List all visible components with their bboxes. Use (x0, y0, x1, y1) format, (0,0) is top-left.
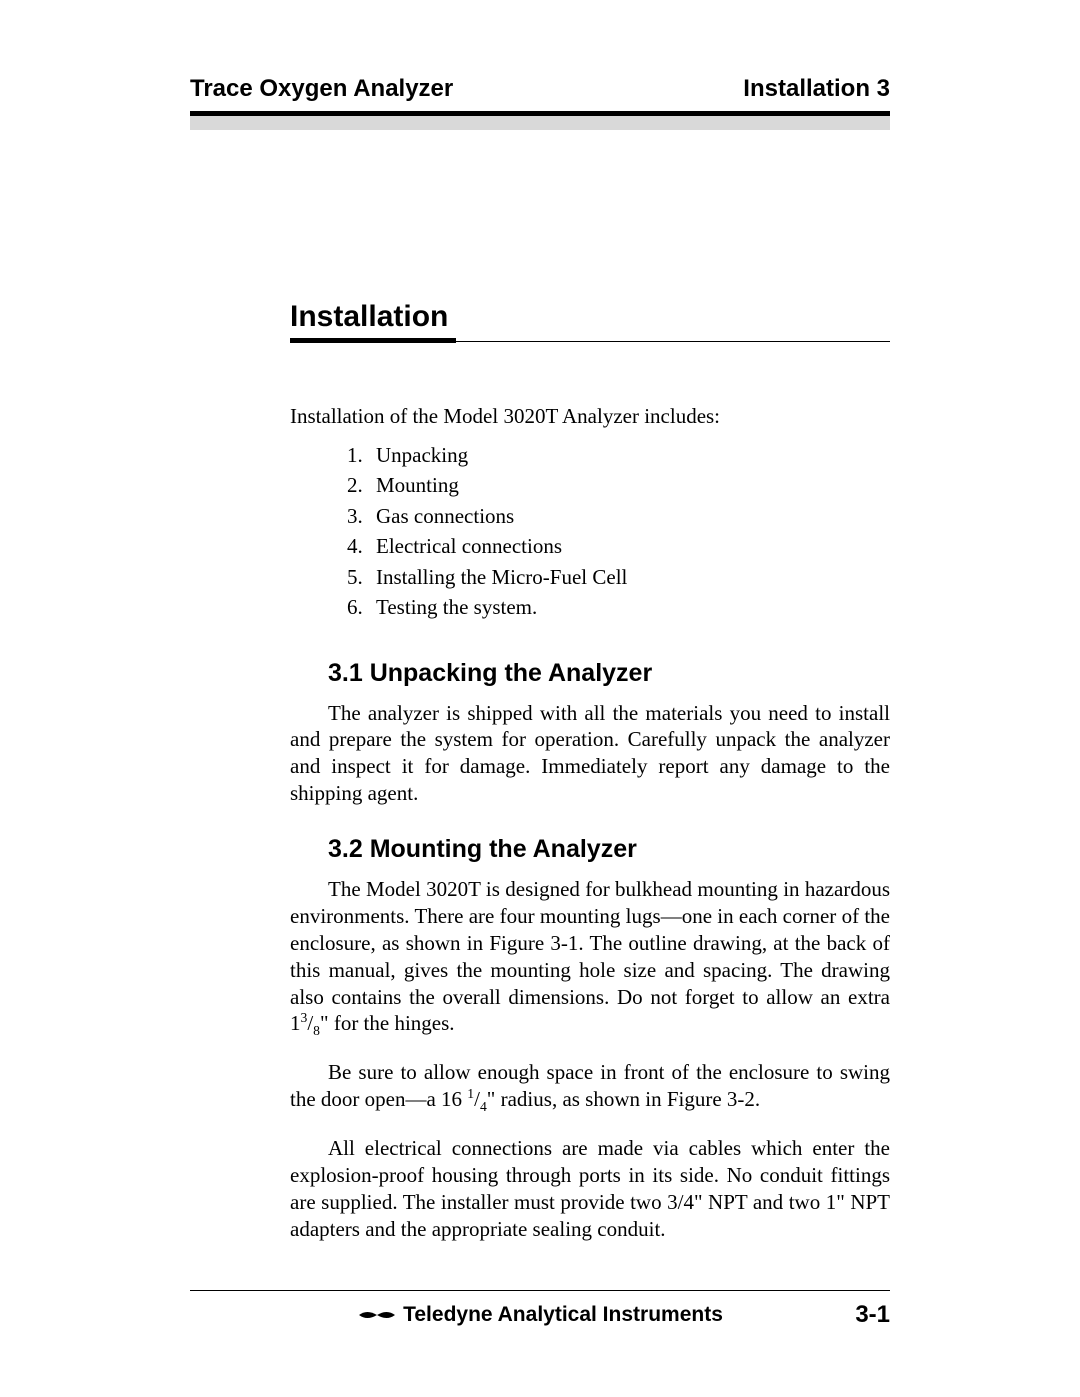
chapter-title-block: Installation (290, 300, 890, 343)
chapter-title-row: Installation (290, 300, 890, 343)
section-3-2-paragraph-3: All electrical connections are made via … (290, 1135, 890, 1243)
footer-company: Teledyne Analytical Instruments (403, 1303, 723, 1327)
list-item: Mounting (368, 470, 890, 500)
footer-center: Teledyne Analytical Instruments (357, 1303, 723, 1327)
footer: Teledyne Analytical Instruments 3-1 (190, 1290, 890, 1328)
section-3-2-paragraph-1: The Model 3020T is designed for bulkhead… (290, 876, 890, 1037)
footer-rule (190, 1290, 890, 1292)
list-item: Gas connections (368, 501, 890, 531)
list-item: Testing the system. (368, 592, 890, 622)
chapter-title-rule (456, 341, 890, 342)
running-header: Trace Oxygen Analyzer Installation 3 (190, 75, 890, 103)
section-3-1-heading: 3.1 Unpacking the Analyzer (328, 659, 890, 688)
page: Trace Oxygen Analyzer Installation 3 Ins… (0, 0, 1080, 1397)
footer-page-number: 3-1 (855, 1301, 890, 1329)
chapter-title: Installation (290, 300, 456, 343)
header-rule-gray (190, 116, 890, 130)
section-3-2-heading: 3.2 Mounting the Analyzer (328, 835, 890, 864)
intro-paragraph: Installation of the Model 3020T Analyzer… (290, 403, 890, 430)
list-item: Electrical connections (368, 531, 890, 561)
text-run: " for the hinges. (320, 1011, 455, 1035)
section-3-2-paragraph-2: Be sure to allow enough space in front o… (290, 1059, 890, 1113)
header-left: Trace Oxygen Analyzer (190, 75, 453, 103)
list-item: Installing the Micro-Fuel Cell (368, 562, 890, 592)
fraction-denominator: 4 (480, 1099, 487, 1114)
fraction-denominator: 8 (313, 1024, 320, 1039)
header-right: Installation 3 (743, 75, 890, 103)
list-item: Unpacking (368, 440, 890, 470)
section-3-1-paragraph: The analyzer is shipped with all the mat… (290, 700, 890, 808)
text-run: " radius, as shown in Figure 3-2. (487, 1087, 760, 1111)
footer-row: Teledyne Analytical Instruments 3-1 (190, 1303, 890, 1327)
steps-list: Unpacking Mounting Gas connections Elect… (368, 440, 890, 623)
teledyne-logo-icon (357, 1307, 397, 1323)
content-area: Installation Installation of the Model 3… (190, 130, 890, 1290)
